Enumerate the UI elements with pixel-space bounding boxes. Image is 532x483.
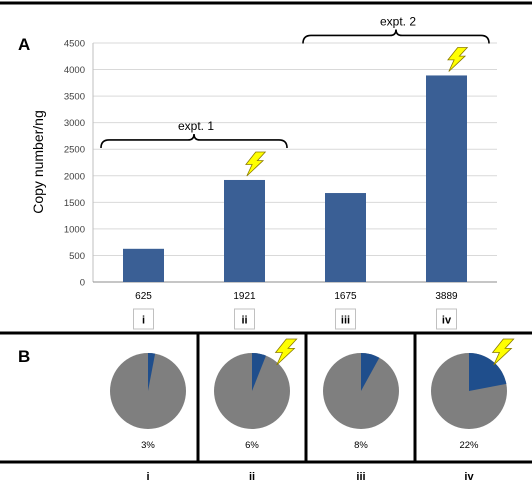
bolt-icon — [274, 338, 298, 366]
bar-value-label: 1921 — [233, 291, 256, 302]
pies: 3% 6% 8% 22% — [110, 353, 507, 451]
bar-i — [123, 248, 164, 282]
bolts — [245, 47, 515, 366]
pie-category-label: iii — [356, 471, 365, 483]
pie-percent-label: 6% — [245, 440, 259, 451]
pie-category-label: i — [146, 471, 149, 483]
category-label: iii — [341, 315, 350, 327]
group-bracket — [302, 29, 490, 44]
bar-value-label: 1675 — [334, 291, 357, 302]
y-tick-label: 3000 — [64, 118, 85, 129]
category-box — [335, 308, 356, 330]
pie-percent-label: 22% — [459, 440, 479, 451]
category-box — [133, 308, 154, 330]
bar-value-label: 3889 — [435, 291, 458, 302]
category-box — [436, 308, 457, 330]
group-bracket — [100, 133, 288, 149]
bar-value-label: 625 — [135, 291, 152, 302]
category-boxes: i ii iii iv — [133, 308, 457, 330]
y-tick-labels: 0 500 1000 1500 2000 2500 3000 3500 4000 4500 — [64, 39, 85, 289]
bar-iii — [325, 193, 366, 282]
group-label: expt. 1 — [178, 119, 214, 133]
bolt-icon — [245, 151, 267, 177]
y-tick-label: 4500 — [64, 39, 85, 50]
y-tick-label: 1000 — [64, 224, 85, 235]
group-label: expt. 2 — [380, 14, 416, 28]
category-label: i — [142, 315, 145, 327]
group-brackets: expt. 1 expt. 2 — [100, 14, 490, 149]
category-box — [234, 308, 255, 330]
pie-category-labels: i ii iii iv — [146, 471, 474, 483]
panel-a-label: A — [18, 35, 30, 54]
bar-value-labels: 625 1921 1675 3889 — [135, 291, 458, 302]
pie-category-label: iv — [464, 471, 474, 483]
y-tick-label: 1500 — [64, 198, 85, 209]
category-label: ii — [241, 315, 247, 327]
y-tick-label: 4000 — [64, 65, 85, 76]
y-axis-label: Copy number/ng — [30, 110, 46, 214]
pie-ii-slice — [252, 353, 266, 391]
pie-iii-slice — [361, 353, 380, 391]
panel-b-label: B — [18, 347, 30, 366]
y-tick-label: 0 — [80, 278, 85, 289]
bars — [123, 75, 467, 282]
pie-percent-label: 8% — [354, 440, 368, 451]
bolt-icon — [491, 338, 515, 366]
bolt-icon — [447, 47, 469, 72]
y-tick-label: 2500 — [64, 145, 85, 156]
y-tick-label: 3500 — [64, 92, 85, 103]
y-tick-label: 500 — [69, 251, 85, 262]
pie-iv-slice — [469, 353, 507, 391]
bar-iv — [426, 75, 467, 282]
pie-category-label: ii — [249, 471, 255, 483]
bar-ii — [224, 179, 265, 282]
y-tick-label: 2000 — [64, 171, 85, 182]
pie-percent-label: 3% — [141, 440, 155, 451]
pie-i-slice — [148, 353, 156, 391]
category-label: iv — [442, 315, 452, 327]
